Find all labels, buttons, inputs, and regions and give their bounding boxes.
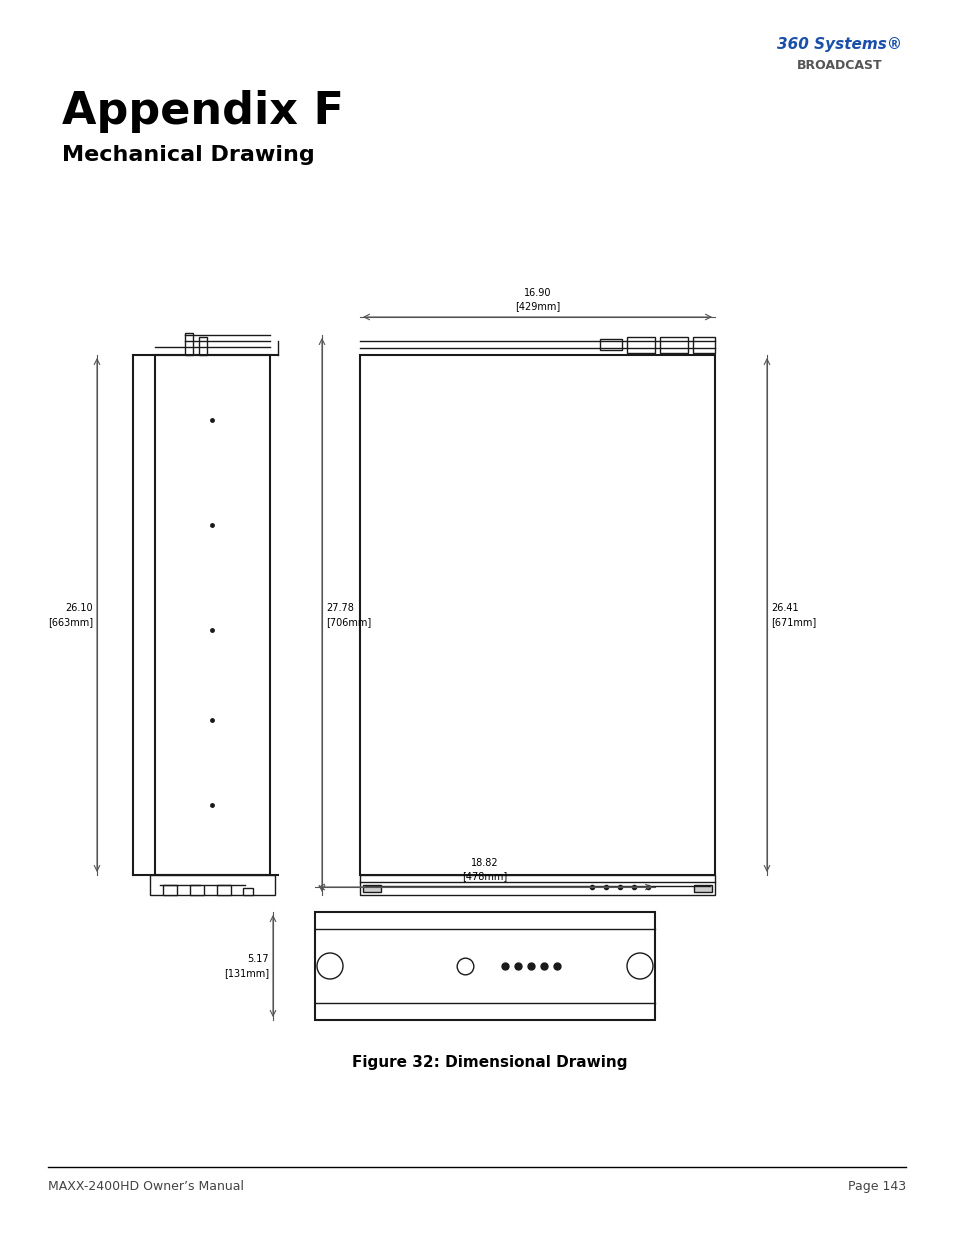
Text: 26.10
[663mm]: 26.10 [663mm] <box>48 604 92 626</box>
Bar <box>199 337 207 354</box>
Text: MAXX-2400HD Owner’s Manual: MAXX-2400HD Owner’s Manual <box>48 1179 244 1193</box>
Text: 26.41
[671mm]: 26.41 [671mm] <box>770 604 816 626</box>
Text: 5.17
[131mm]: 5.17 [131mm] <box>224 955 269 978</box>
Bar <box>599 338 621 350</box>
Text: 360 Systems®: 360 Systems® <box>777 37 902 52</box>
Text: 18.82
[478mm]: 18.82 [478mm] <box>462 858 507 881</box>
Bar <box>243 888 253 895</box>
Text: Figure 32: Dimensional Drawing: Figure 32: Dimensional Drawing <box>352 1055 627 1070</box>
Text: BROADCAST: BROADCAST <box>797 59 882 72</box>
Text: 16.90
[429mm]: 16.90 [429mm] <box>515 288 559 311</box>
Bar <box>363 885 380 892</box>
Bar <box>154 354 270 876</box>
Bar <box>359 354 714 876</box>
Bar <box>626 337 655 353</box>
Text: Mechanical Drawing: Mechanical Drawing <box>62 144 314 165</box>
Bar <box>190 885 204 895</box>
Text: 27.78
[706mm]: 27.78 [706mm] <box>326 604 371 626</box>
Bar <box>659 337 687 353</box>
Text: Appendix F: Appendix F <box>62 90 343 133</box>
Text: Page 143: Page 143 <box>847 1179 905 1193</box>
Bar <box>185 333 193 354</box>
Bar <box>314 911 655 1020</box>
Bar <box>359 876 714 895</box>
Bar <box>150 876 274 895</box>
Bar <box>163 885 177 895</box>
Bar <box>692 337 714 353</box>
Bar <box>693 885 711 892</box>
Bar <box>216 885 231 895</box>
